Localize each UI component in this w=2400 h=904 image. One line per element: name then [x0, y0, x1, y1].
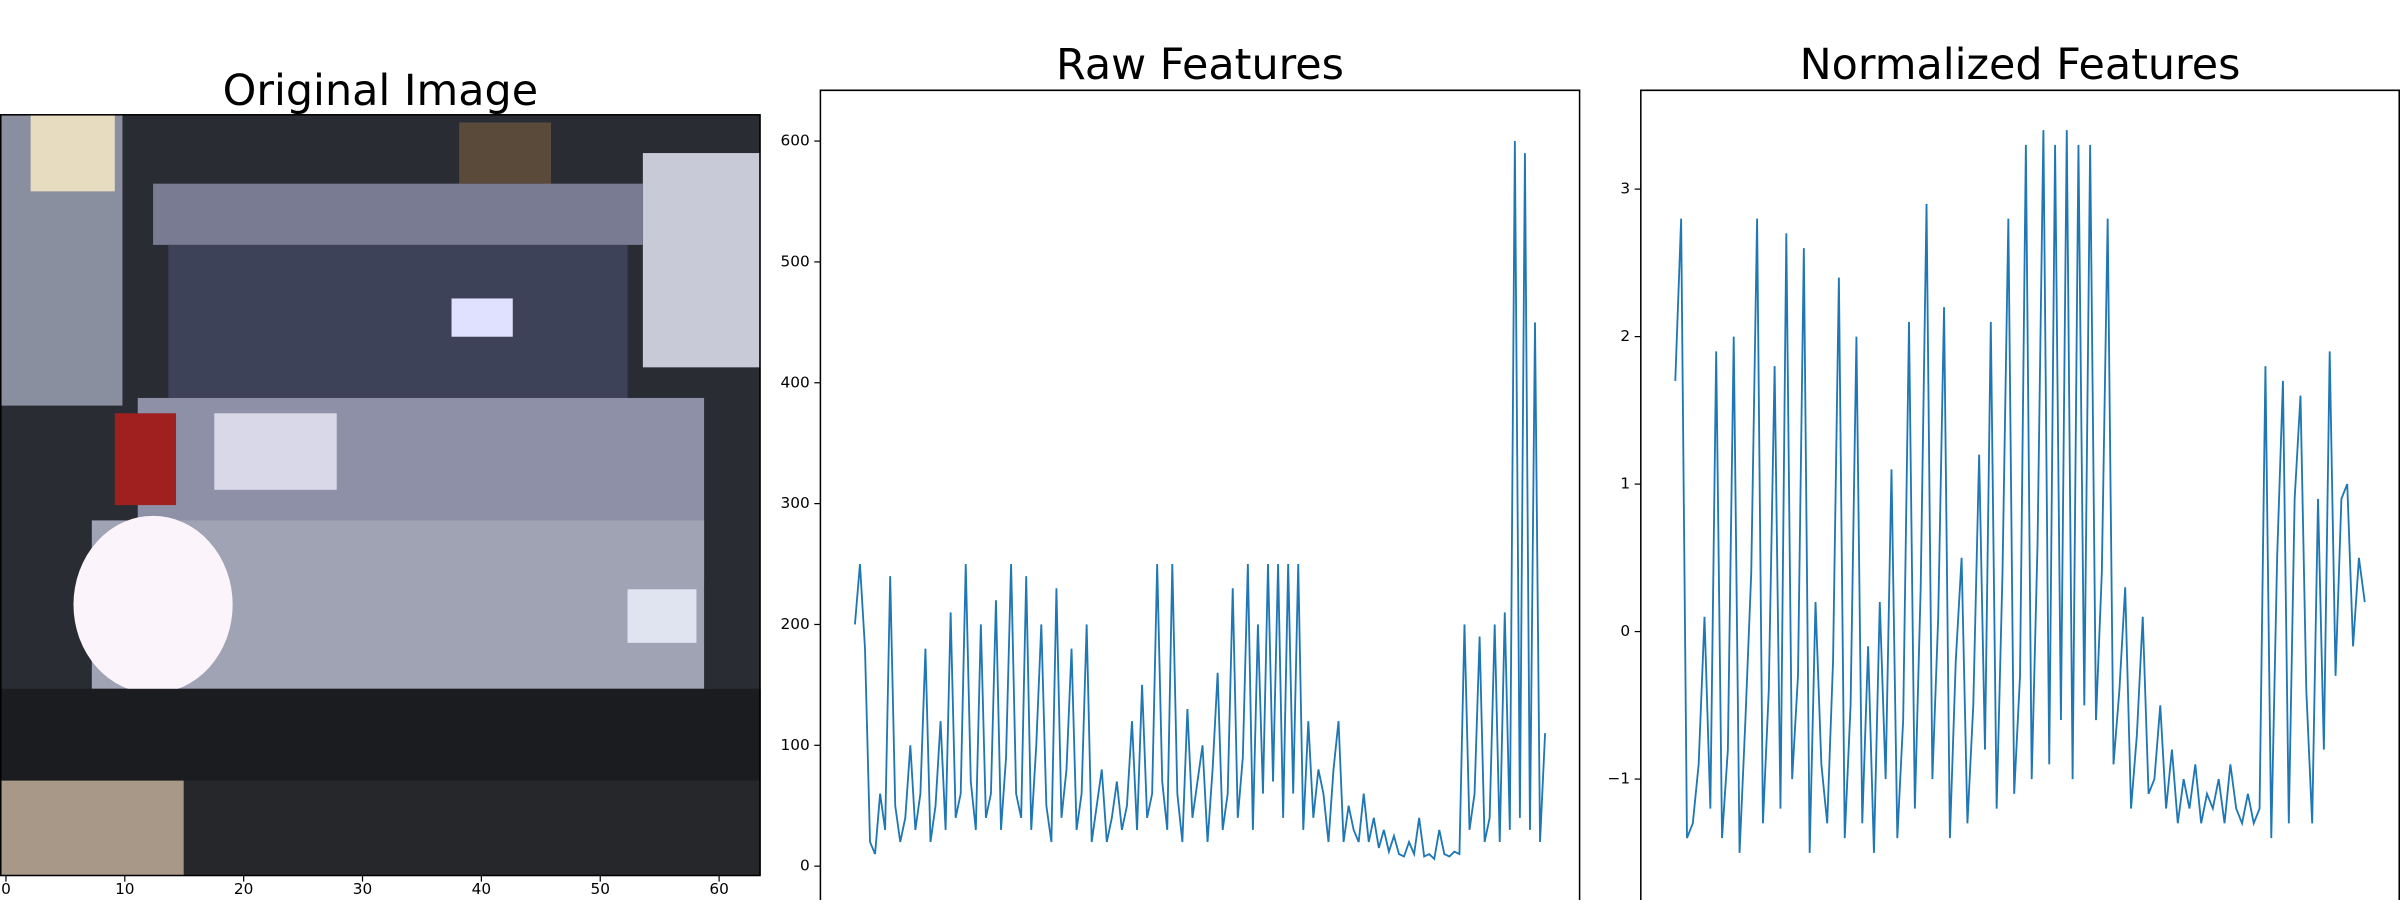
series-line: [854, 141, 1546, 861]
x-tick-label: 60: [709, 880, 728, 898]
y-tick-label: 3: [1620, 180, 1630, 198]
axes-frame: [819, 89, 1581, 900]
y-tick-label: 500: [780, 252, 809, 270]
x-tick-label: 40: [472, 880, 491, 898]
chart-title: Raw Features: [1056, 40, 1344, 90]
y-tick-label: 200: [780, 615, 809, 633]
chart-title: Original Image: [223, 66, 538, 116]
x-tick-label: 30: [353, 880, 372, 898]
y-tick-label: −1: [1608, 770, 1631, 788]
x-tick-label: 10: [115, 880, 134, 898]
series-line: [1674, 130, 2366, 853]
y-tick-label: 600: [780, 132, 809, 150]
y-tick-label: 100: [780, 736, 809, 754]
y-tick-label: 300: [780, 494, 809, 512]
x-tick-label: 0: [1, 880, 11, 898]
axes-frame: [1640, 89, 2400, 900]
chart-title: Normalized Features: [1800, 40, 2241, 90]
car-image: [0, 114, 761, 876]
y-tick-label: 0: [800, 857, 810, 875]
y-tick-label: 2: [1620, 327, 1630, 345]
y-tick-label: 0: [1620, 622, 1630, 640]
axes-frame: [0, 114, 761, 877]
y-tick-label: 400: [780, 373, 809, 391]
x-tick-label: 20: [234, 880, 253, 898]
y-tick-label: 1: [1620, 475, 1630, 493]
x-tick-label: 50: [591, 880, 610, 898]
